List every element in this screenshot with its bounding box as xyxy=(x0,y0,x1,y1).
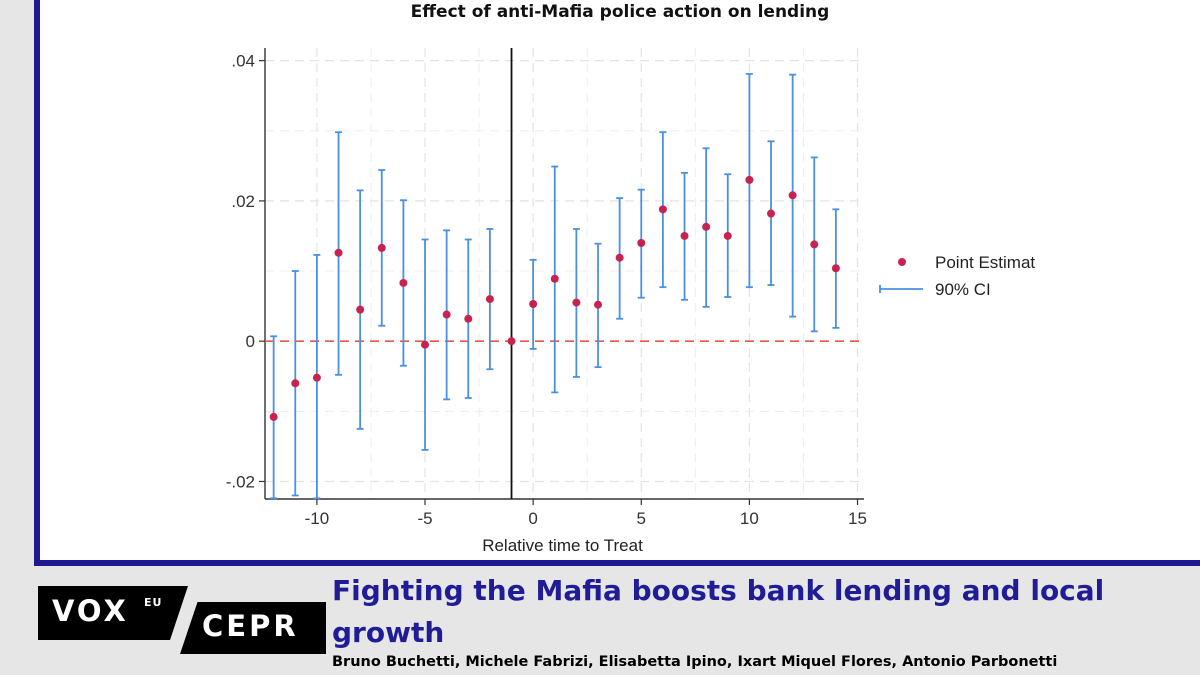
point-estimate xyxy=(680,231,689,240)
point-estimate xyxy=(550,274,559,283)
point-estimate xyxy=(788,191,797,200)
x-tick-label: -10 xyxy=(305,509,330,528)
point-estimate xyxy=(810,240,819,249)
cepr-logo[interactable]: CEPR xyxy=(180,602,326,654)
article-headline[interactable]: Fighting the Mafia boosts bank lending a… xyxy=(332,574,1105,649)
point-estimate xyxy=(529,300,538,309)
x-tick-label: 0 xyxy=(528,509,537,528)
article-authors: Bruno Buchetti, Michele Fabrizi, Elisabe… xyxy=(332,654,1058,670)
point-estimate xyxy=(507,337,516,346)
eu-logo-text: EU xyxy=(144,596,163,609)
voxeu-logo[interactable]: VOX EU xyxy=(38,586,188,640)
point-estimate xyxy=(291,379,300,388)
frame-left-border xyxy=(34,0,40,566)
point-estimate xyxy=(312,373,321,382)
point-estimate xyxy=(745,175,754,184)
point-estimate xyxy=(767,209,776,218)
y-tick-label: -.02 xyxy=(226,472,255,491)
x-tick-label: 5 xyxy=(637,509,646,528)
y-tick-label: .02 xyxy=(231,192,255,211)
point-estimate xyxy=(723,231,732,240)
point-estimate xyxy=(269,412,278,421)
x-tick-label: 10 xyxy=(740,509,759,528)
x-tick-label: 15 xyxy=(848,509,867,528)
point-estimate xyxy=(399,278,408,287)
point-estimate xyxy=(377,243,386,252)
frame-bottom-border xyxy=(34,560,1200,566)
x-axis-title: Relative time to Treat xyxy=(482,536,643,555)
legend-point-marker xyxy=(898,258,906,266)
chart-title: Effect of anti-Mafia police action on le… xyxy=(410,2,830,22)
point-estimate xyxy=(442,310,451,319)
point-estimate xyxy=(831,264,840,273)
cepr-logo-text: CEPR xyxy=(202,609,299,643)
point-estimate xyxy=(356,305,365,314)
point-estimate xyxy=(572,298,581,307)
point-estimate xyxy=(464,314,473,323)
point-estimate xyxy=(334,248,343,257)
y-tick-label: .04 xyxy=(231,52,255,71)
point-estimate xyxy=(637,238,646,247)
x-tick-label: -5 xyxy=(417,509,432,528)
point-estimate xyxy=(615,253,624,262)
point-estimate xyxy=(658,205,667,214)
point-estimate xyxy=(421,340,430,349)
legend-label-point: Point Estimat xyxy=(935,253,1035,272)
y-tick-label: 0 xyxy=(246,332,255,351)
point-estimate xyxy=(702,222,711,231)
vox-logo-text: VOX xyxy=(52,594,129,628)
point-estimate xyxy=(485,295,494,304)
event-study-chart: -10 -5 0 5 10 15 -.02 0 .02 .04 Relative time to T… xyxy=(226,48,1035,555)
legend-label-ci: 90% CI xyxy=(935,280,991,299)
point-estimate xyxy=(594,300,603,309)
